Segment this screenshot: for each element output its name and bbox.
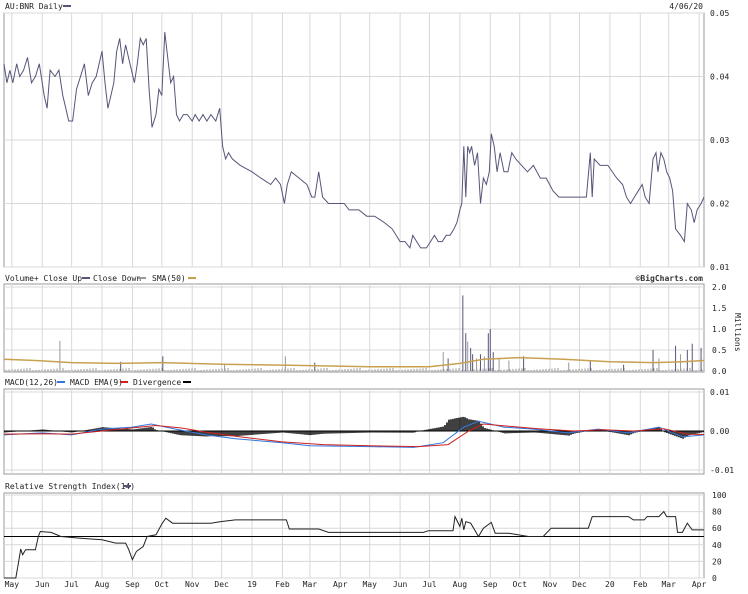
x-tick-label: Apr [692,580,707,589]
x-tick-label: Apr [333,580,348,589]
rsi-gridlines [4,493,704,579]
price-line [3,32,705,250]
x-tick-label: Dec [214,580,229,589]
rsi-y-tick: 80 [712,508,722,517]
rsi-y-tick: 100 [712,491,727,500]
x-tick-label: Mar [661,580,676,589]
x-tick-label: Nov [185,580,200,589]
macd-ema-line [3,423,705,448]
volume-legend-3: SMA(50) [152,274,186,283]
x-tick-label: 19 [247,580,257,589]
rsi-y-tick: 0 [712,574,717,583]
volume-panel [3,283,705,373]
rsi-y-tick: 40 [712,541,722,550]
volume-legend-2: Close Down [93,274,141,283]
rsi-y-tick-labels: 100 80 60 40 20 0 [712,491,727,583]
x-tick-label: Feb [275,580,290,589]
macd-y-tick: 0.01 [710,388,729,397]
macd-legend-1: MACD(12,26) [5,378,58,387]
volume-y-tick-labels: 2.0 1.5 1.0 0.5 0.0 [712,283,727,376]
rsi-title: Relative Strength Index(14) [5,482,135,491]
price-y-tick-labels: 0.05 0.04 0.03 0.02 0.01 [710,9,729,272]
x-tick-label: Oct [155,580,170,589]
volume-y-tick: 2.0 [712,283,727,292]
macd-y-tick-labels: 0.01 0.00 -0.01 [710,388,734,475]
date-label: 4/06/20 [669,2,703,11]
watermark: ©BigCharts.com [636,273,704,283]
x-tick-label: Sep [483,580,498,589]
x-tick-label: Aug [95,580,110,589]
x-tick-label: Jun [35,580,50,589]
rsi-line [4,510,704,579]
rsi-y-tick: 20 [712,557,722,566]
x-tick-label: Jun [393,580,408,589]
volume-ylabel: Millions [733,313,742,352]
price-gridlines [4,12,704,268]
price-y-tick: 0.03 [710,136,729,145]
macd-legend-2: MACD EMA(9) [70,378,123,387]
x-tick-label: Nov [543,580,558,589]
volume-sma-line [3,356,705,368]
x-tick-label: Mar [303,580,318,589]
volume-y-tick: 1.0 [712,325,727,334]
price-title: AU:BNR Daily [5,2,63,11]
rsi-panel [3,492,705,579]
volume-legend-1: Volume+ Close Up [5,274,82,283]
x-tick-label: Feb [633,580,648,589]
x-tick-labels: May Jun Jul Aug Sep Oct Nov Dec 19 Feb Mar Apr May Ju… [5,580,707,589]
price-y-tick: 0.01 [710,263,729,272]
x-tick-label: Dec [572,580,587,589]
price-y-tick: 0.04 [710,73,729,82]
rsi-y-tick: 60 [712,524,722,533]
x-tick-label: Aug [453,580,468,589]
macd-y-tick: 0.00 [710,427,729,436]
volume-bars [5,295,703,371]
x-tick-label: 20 [605,580,615,589]
x-tick-label: Jul [422,580,437,589]
x-tick-label: Sep [125,580,140,589]
macd-legend-3: Divergence [133,378,181,387]
x-tick-label: May [362,580,377,589]
volume-y-tick: 0.5 [712,346,727,355]
macd-y-tick: -0.01 [710,466,734,475]
x-tick-label: Jul [64,580,79,589]
price-y-tick: 0.05 [710,9,729,18]
volume-y-tick: 0.0 [712,367,727,376]
volume-y-tick: 1.5 [712,304,727,313]
x-tick-label: May [5,580,20,589]
price-y-tick: 0.02 [710,200,729,209]
x-tick-label: Oct [512,580,527,589]
